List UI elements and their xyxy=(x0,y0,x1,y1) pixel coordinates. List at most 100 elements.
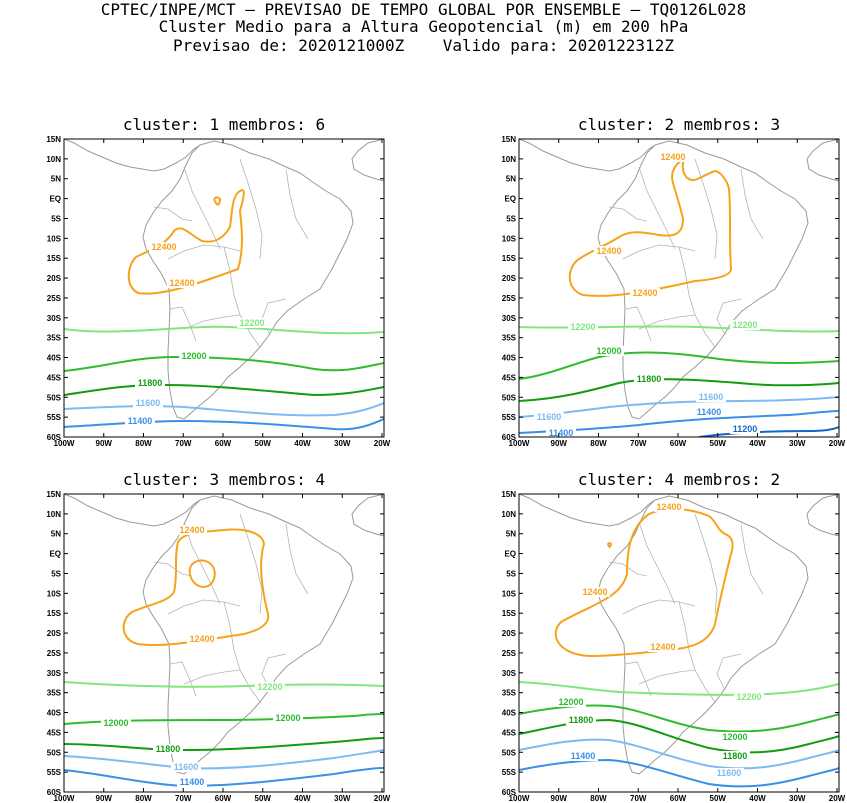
map-panel-3: cluster: 3 membros: 4 12400 12400 12200 1200… xyxy=(46,470,390,803)
country-border xyxy=(638,669,696,685)
country-border xyxy=(169,661,197,697)
lon-tick-label: 90W xyxy=(96,439,113,448)
country-border xyxy=(624,661,652,697)
lat-tick-label: 50S xyxy=(502,393,517,402)
contour-12400 xyxy=(213,196,221,206)
contour-label-12400: 12400 xyxy=(169,278,194,288)
lat-tick-label: 5S xyxy=(506,569,516,578)
lat-tick-label: 60S xyxy=(47,788,62,797)
lon-tick-label: 30W xyxy=(334,439,351,448)
contour-label-12200: 12200 xyxy=(239,318,264,328)
lat-tick-label: 10S xyxy=(502,589,517,598)
lon-tick-label: 50W xyxy=(255,794,272,803)
lat-tick-label: 30S xyxy=(47,314,62,323)
contour-label-11400: 11400 xyxy=(571,751,596,761)
lon-tick-label: 60W xyxy=(670,439,687,448)
lat-tick-label: 55S xyxy=(502,413,517,422)
country-border xyxy=(167,599,241,615)
contour-label-12400: 12400 xyxy=(650,642,675,652)
lat-tick-label: 35S xyxy=(47,334,62,343)
contour-11800 xyxy=(519,378,839,402)
lat-tick-label: EQ xyxy=(49,195,61,204)
map-frame xyxy=(518,138,840,438)
contour-label-11600: 11600 xyxy=(717,768,742,778)
country-border xyxy=(624,306,652,342)
lat-tick-label: 40S xyxy=(47,354,62,363)
lat-tick-label: 45S xyxy=(502,728,517,737)
lat-tick-label: 45S xyxy=(47,728,62,737)
lat-tick-label: 15S xyxy=(47,254,62,263)
lat-tick-label: 35S xyxy=(502,334,517,343)
lon-tick-label: 40W xyxy=(294,439,311,448)
country-border xyxy=(223,601,261,703)
africa-coastline xyxy=(806,494,839,537)
country-border xyxy=(183,166,221,250)
africa-coastline xyxy=(351,494,384,537)
lon-tick-label: 100W xyxy=(54,794,75,803)
country-border xyxy=(716,653,742,691)
lon-tick-label: 90W xyxy=(551,794,568,803)
lon-tick-label: 100W xyxy=(509,794,530,803)
lon-tick-label: 60W xyxy=(215,794,232,803)
contour-12200 xyxy=(64,681,384,688)
contour-label-12200: 12200 xyxy=(570,322,595,332)
lat-tick-label: 25S xyxy=(47,294,62,303)
lat-tick-label: 5N xyxy=(506,175,516,184)
panel-title: cluster: 4 membros: 2 xyxy=(578,470,780,489)
country-border xyxy=(153,561,193,577)
africa-coastline xyxy=(806,139,839,182)
contour-11400 xyxy=(519,759,839,788)
lon-tick-label: 30W xyxy=(789,439,806,448)
lat-tick-label: 40S xyxy=(502,354,517,363)
lon-tick-label: 70W xyxy=(175,439,192,448)
contour-label-11800: 11800 xyxy=(569,715,594,725)
contour-label-12000: 12000 xyxy=(275,713,300,723)
country-border xyxy=(183,521,221,605)
lat-tick-label: 55S xyxy=(502,768,517,777)
contour-11400 xyxy=(519,410,839,434)
contour-11600 xyxy=(64,749,384,770)
lon-tick-label: 20W xyxy=(374,439,391,448)
country-border xyxy=(622,244,696,260)
lon-tick-label: 70W xyxy=(175,794,192,803)
lat-tick-label: 5N xyxy=(506,530,516,539)
lat-tick-label: 25S xyxy=(47,649,62,658)
lat-tick-label: 35S xyxy=(47,689,62,698)
contour-label-12400: 12400 xyxy=(151,242,176,252)
contour-12200 xyxy=(519,681,839,696)
lon-tick-label: 40W xyxy=(749,794,766,803)
chart-title-line-1: CPTEC/INPE/MCT – PREVISAO DE TEMPO GLOBA… xyxy=(100,0,747,19)
contour-label-12000: 12000 xyxy=(181,351,206,361)
lat-tick-label: 15N xyxy=(501,490,516,499)
lat-tick-label: 60S xyxy=(502,433,517,442)
contour-label-12200: 12200 xyxy=(736,692,761,702)
panel-title: cluster: 2 membros: 3 xyxy=(578,115,780,134)
lat-tick-label: 5S xyxy=(51,214,61,223)
lon-tick-label: 20W xyxy=(829,794,846,803)
contour-12000 xyxy=(519,351,839,380)
panel-title: cluster: 1 membros: 6 xyxy=(123,115,325,134)
country-border xyxy=(169,306,197,342)
lat-tick-label: 25S xyxy=(502,649,517,658)
lat-tick-label: 20S xyxy=(502,274,517,283)
contour-label-12200: 12200 xyxy=(732,320,757,330)
lat-tick-label: 5S xyxy=(506,214,516,223)
country-border xyxy=(153,206,193,222)
lon-tick-label: 20W xyxy=(374,794,391,803)
lat-tick-label: 10N xyxy=(46,510,61,519)
contour-label-11400: 11400 xyxy=(128,416,153,426)
chart-title-line-2: Cluster Medio para a Altura Geopotencial… xyxy=(158,17,689,36)
lat-tick-label: 30S xyxy=(502,669,517,678)
panel-title: cluster: 3 membros: 4 xyxy=(123,470,325,489)
lat-tick-label: EQ xyxy=(504,195,516,204)
lat-tick-label: 5N xyxy=(51,175,61,184)
contour-label-12400: 12400 xyxy=(596,246,621,256)
contour-11800 xyxy=(64,737,384,751)
lat-tick-label: 45S xyxy=(502,373,517,382)
contour-label-12200: 12200 xyxy=(257,682,282,692)
lon-tick-label: 80W xyxy=(590,439,607,448)
country-border xyxy=(678,246,716,348)
lon-tick-label: 70W xyxy=(630,439,647,448)
lon-tick-label: 60W xyxy=(670,794,687,803)
contour-11600 xyxy=(519,738,839,770)
